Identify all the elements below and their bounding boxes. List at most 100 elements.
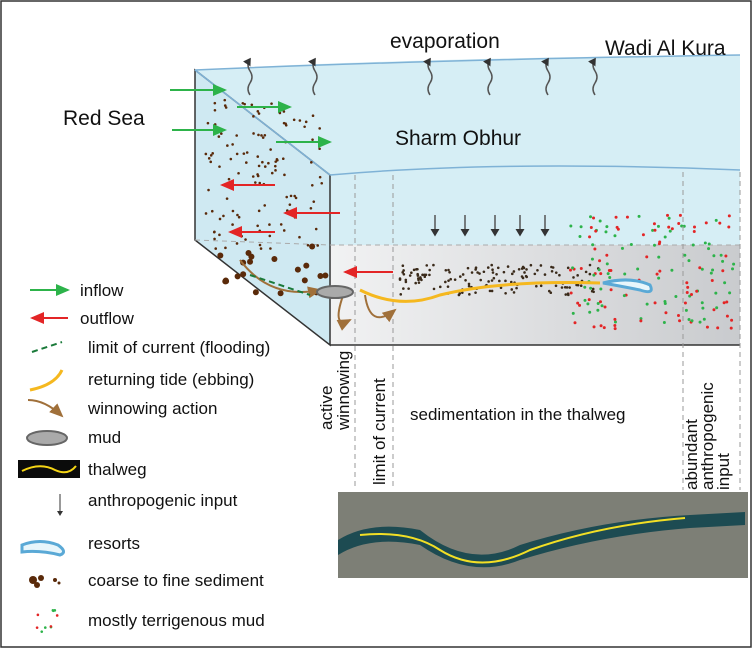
- dot: [588, 235, 591, 238]
- dot: [730, 319, 733, 322]
- dot: [613, 318, 616, 321]
- dot: [433, 288, 436, 291]
- dot: [447, 285, 450, 288]
- dot: [211, 210, 214, 213]
- dot: [590, 226, 593, 229]
- dot: [592, 291, 595, 294]
- dot: [706, 326, 709, 329]
- dot: [263, 204, 266, 207]
- dot: [402, 264, 405, 267]
- zone-label: sedimentation in the thalweg: [410, 405, 625, 424]
- dot: [260, 247, 263, 250]
- dot: [596, 309, 599, 312]
- dot: [687, 259, 690, 262]
- dot: [701, 301, 704, 304]
- dot: [555, 271, 558, 274]
- dot: [209, 161, 212, 164]
- dot: [307, 244, 310, 247]
- dot: [669, 230, 672, 233]
- dot: [623, 294, 626, 297]
- dot: [561, 286, 564, 289]
- dot: [670, 269, 673, 272]
- dot: [535, 285, 538, 288]
- dot: [658, 242, 661, 245]
- dot: [445, 269, 448, 272]
- dot: [521, 267, 524, 270]
- diagram: evaporation Wadi Al Kura Red Sea Sharm O…: [0, 0, 752, 648]
- dot: [238, 216, 241, 219]
- dot: [727, 226, 730, 229]
- dot: [285, 124, 288, 127]
- dot: [322, 272, 328, 278]
- dot: [636, 268, 639, 271]
- dot: [44, 626, 47, 629]
- legend-label: thalweg: [88, 460, 147, 479]
- dot: [214, 123, 217, 126]
- dot: [658, 270, 661, 273]
- dot: [260, 134, 263, 137]
- dot: [237, 172, 240, 175]
- dot: [448, 271, 451, 274]
- dot: [259, 244, 262, 247]
- dot: [591, 258, 594, 261]
- dot: [534, 273, 537, 276]
- dot: [280, 223, 283, 226]
- dot: [712, 254, 715, 257]
- dot: [320, 182, 323, 185]
- dot: [283, 229, 286, 232]
- dot: [268, 223, 271, 226]
- legend-label: outflow: [80, 309, 135, 328]
- dot: [311, 138, 314, 141]
- legend-label: resorts: [88, 534, 140, 553]
- dot: [544, 273, 547, 276]
- dot: [715, 306, 718, 309]
- dot: [421, 274, 424, 277]
- dot: [691, 319, 694, 322]
- dot: [593, 247, 596, 250]
- dot: [597, 302, 600, 305]
- dot: [303, 125, 306, 128]
- dot: [653, 222, 656, 225]
- dot: [552, 266, 555, 269]
- dot: [462, 273, 465, 276]
- dot: [598, 259, 601, 262]
- dot: [311, 184, 314, 187]
- dot: [515, 287, 518, 290]
- dot: [226, 197, 229, 200]
- dot: [710, 272, 713, 275]
- dot: [708, 243, 711, 246]
- dot: [222, 215, 225, 218]
- dot: [318, 127, 321, 130]
- dot: [316, 244, 319, 247]
- dot: [575, 284, 578, 287]
- dot: [231, 223, 234, 226]
- dot: [224, 104, 227, 107]
- dot: [492, 271, 495, 274]
- dot: [232, 210, 235, 213]
- dot: [298, 236, 301, 239]
- dot: [231, 143, 234, 146]
- dot: [50, 625, 53, 628]
- dot: [701, 268, 704, 271]
- dot: [418, 281, 421, 284]
- dot: [610, 288, 613, 291]
- zone-label: limit of current: [370, 378, 389, 485]
- dot: [399, 277, 402, 280]
- dot: [56, 614, 59, 617]
- dot: [525, 268, 528, 271]
- dot: [491, 279, 494, 282]
- dot: [728, 291, 731, 294]
- dot: [679, 214, 682, 217]
- dot: [601, 304, 604, 307]
- dot: [686, 286, 689, 289]
- dot: [226, 144, 229, 147]
- dot: [415, 268, 418, 271]
- dot: [256, 173, 259, 176]
- dot: [428, 274, 431, 277]
- dot: [218, 165, 221, 168]
- dot: [214, 102, 217, 105]
- dot: [589, 287, 592, 290]
- dot: [269, 148, 272, 151]
- dot: [523, 271, 526, 274]
- dot: [205, 153, 208, 156]
